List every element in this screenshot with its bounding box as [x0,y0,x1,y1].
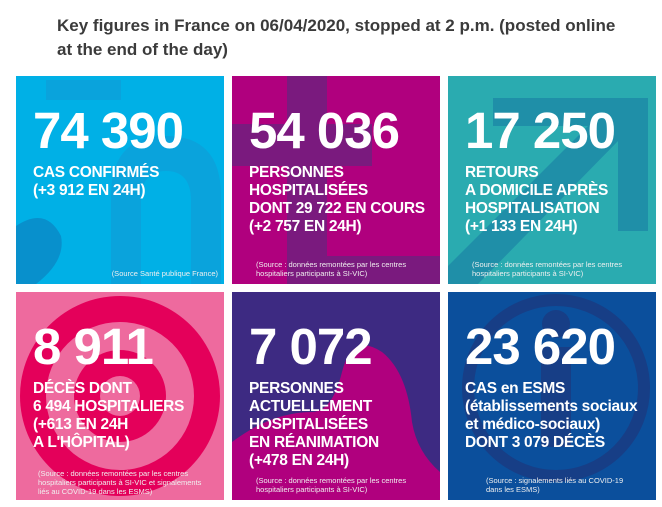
deaths-label: DÉCÈS DONT 6 494 HOSPITALIERS (+613 EN 2… [33,380,185,451]
decorative-background-shape [232,76,440,284]
deaths-number: 8 911 [33,318,154,375]
decorative-circles-shape [20,296,220,496]
esms-cases-label: CAS en ESMS (établissements sociaux et m… [465,380,638,451]
confirmed-cases-source: (Source Santé publique France) [111,269,218,278]
info-icon-background [462,294,650,482]
home-returns-tile: 17 250 RETOURS A DOMICILE APRÈS HOSPITAL… [448,76,656,284]
icu-tile: 7 072 PERSONNES ACTUELLEMENT HOSPITALISÉ… [232,292,440,500]
confirmed-cases-tile: 74 390 CAS CONFIRMÉS (+3 912 EN 24H) (So… [16,76,224,284]
confirmed-cases-label: CAS CONFIRMÉS (+3 912 EN 24H) [33,164,160,199]
decorative-arrow-shape [448,98,648,284]
hospitalised-source: (Source : données remontées par les cent… [256,260,407,278]
hospitalised-number: 54 036 [249,102,400,159]
home-returns-number: 17 250 [465,102,616,159]
icu-source: (Source : données remontées par les cent… [256,476,407,494]
hospitalised-tile: 54 036 PERSONNES HOSPITALISÉES DONT 29 7… [232,76,440,284]
decorative-background-shape [16,80,221,284]
deaths-tile: 8 911 DÉCÈS DONT 6 494 HOSPITALIERS (+61… [16,292,224,500]
page-title: Key figures in France on 06/04/2020, sto… [57,16,616,59]
esms-cases-tile: 23 620 CAS en ESMS (établissements socia… [448,292,656,500]
home-returns-label: RETOURS A DOMICILE APRÈS HOSPITALISATION… [465,164,609,235]
esms-cases-number: 23 620 [465,318,616,375]
esms-cases-source: (Source : signalements liés au COVID-19 … [486,476,624,494]
deaths-source: (Source : données remontées par les cent… [38,469,202,496]
icu-label: PERSONNES ACTUELLEMENT HOSPITALISÉES EN … [249,380,379,469]
confirmed-cases-number: 74 390 [33,102,184,159]
icu-number: 7 072 [249,318,373,375]
decorative-wave-shape [232,345,440,500]
hospitalised-label: PERSONNES HOSPITALISÉES DONT 29 722 EN C… [249,164,425,235]
home-returns-source: (Source : données remontées par les cent… [472,260,623,278]
